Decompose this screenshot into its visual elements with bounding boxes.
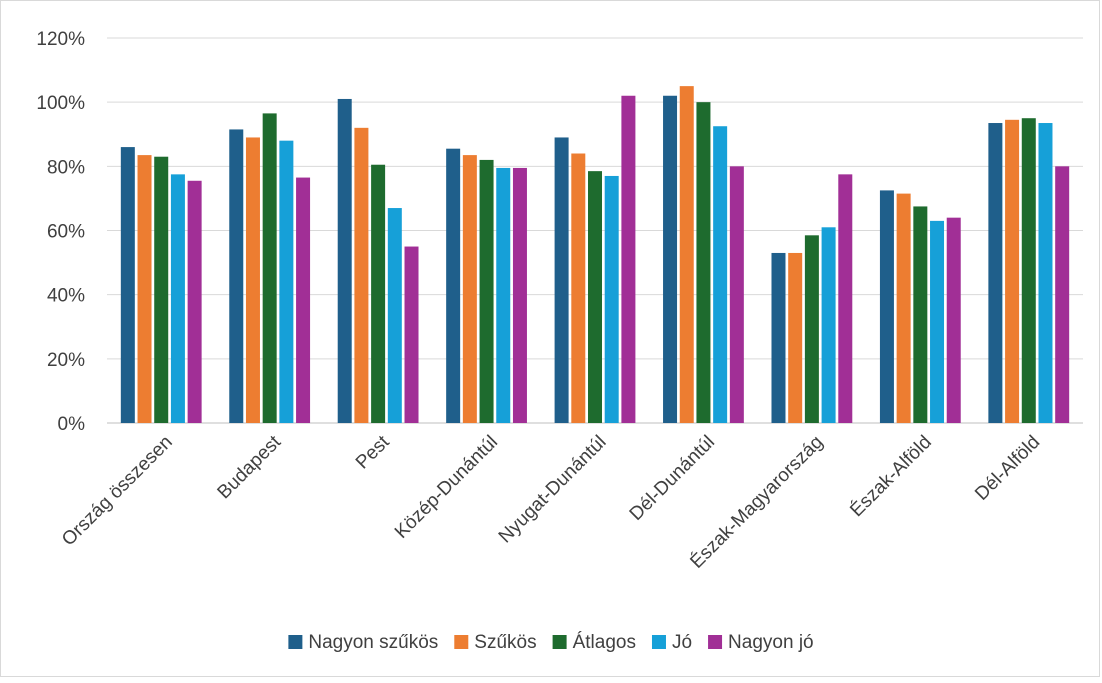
bar — [1038, 123, 1053, 423]
bar — [371, 164, 386, 423]
x-tick-label: Pest — [352, 431, 394, 473]
bar — [245, 137, 260, 424]
bar — [446, 148, 461, 423]
bar — [713, 126, 728, 424]
bar — [896, 193, 911, 423]
bar — [404, 246, 419, 423]
bar — [1021, 118, 1036, 423]
legend-swatch — [651, 635, 666, 649]
legend-label: Nagyon jó — [728, 632, 814, 653]
bar — [120, 147, 135, 424]
x-tick-label: Ország összesen — [58, 432, 177, 551]
bar — [337, 98, 352, 423]
x-tick-label: Észak-Alföld — [846, 432, 936, 522]
y-tick-label: 20% — [47, 350, 85, 371]
bar — [1005, 119, 1020, 423]
bar — [279, 140, 294, 423]
y-tick-label: 40% — [47, 286, 85, 307]
bar — [137, 155, 152, 423]
bar — [804, 235, 819, 423]
bar — [663, 95, 678, 423]
bars — [120, 86, 1070, 424]
bar — [170, 174, 185, 423]
legend: Nagyon szűkös Szűkös Átlagos Jó Nagyon jó — [288, 632, 814, 653]
y-tick-label: 60% — [47, 222, 85, 243]
legend-swatch — [454, 635, 469, 649]
bar — [387, 208, 402, 423]
bar — [821, 227, 836, 423]
legend-label: Jó — [672, 632, 692, 653]
x-tick-label: Dél-Alföld — [971, 432, 1044, 505]
bar — [771, 252, 786, 423]
y-tick-label: 80% — [47, 157, 85, 178]
bar — [512, 167, 527, 423]
bar — [229, 129, 244, 423]
bar — [262, 113, 277, 423]
legend-swatch — [552, 635, 567, 649]
bar — [679, 86, 694, 423]
bar — [946, 217, 961, 423]
y-tick-label: 0% — [58, 414, 86, 435]
bar — [879, 190, 894, 423]
bar — [479, 159, 494, 423]
bar — [571, 153, 586, 423]
bar — [604, 175, 619, 423]
y-tick-label: 120% — [36, 29, 85, 50]
bar — [729, 166, 744, 424]
bar — [838, 174, 853, 423]
y-tick-label: 100% — [36, 93, 85, 114]
bar — [588, 171, 602, 423]
legend-label: Szűkös — [474, 632, 536, 653]
bar — [930, 220, 945, 423]
legend-label: Átlagos — [573, 632, 636, 653]
bar — [1055, 166, 1070, 424]
bar — [462, 155, 477, 423]
bar — [696, 102, 711, 424]
x-tick-label: Közép-Dunántúl — [391, 432, 502, 543]
x-tick-label: Nyugat-Dunántúl — [495, 432, 611, 548]
y-axis: 0% 20% 40% 60% 80% 100% 120% — [36, 29, 85, 435]
x-axis: Ország összesen Budapest PestKözép-Dunántú… — [58, 431, 1044, 573]
bar — [187, 180, 202, 423]
bar — [621, 95, 636, 423]
bar — [988, 123, 1003, 423]
legend-swatch — [708, 635, 723, 649]
bar — [296, 177, 311, 423]
bar — [154, 156, 169, 424]
bar — [354, 127, 369, 423]
bar — [788, 252, 803, 423]
legend-swatch — [288, 635, 303, 649]
bar — [913, 206, 928, 423]
x-tick-label: Dél-Dunántúl — [626, 432, 719, 525]
legend-label: Nagyon szűkös — [308, 632, 438, 653]
bar — [554, 137, 569, 424]
x-tick-label: Budapest — [214, 431, 286, 503]
bar — [496, 167, 511, 423]
